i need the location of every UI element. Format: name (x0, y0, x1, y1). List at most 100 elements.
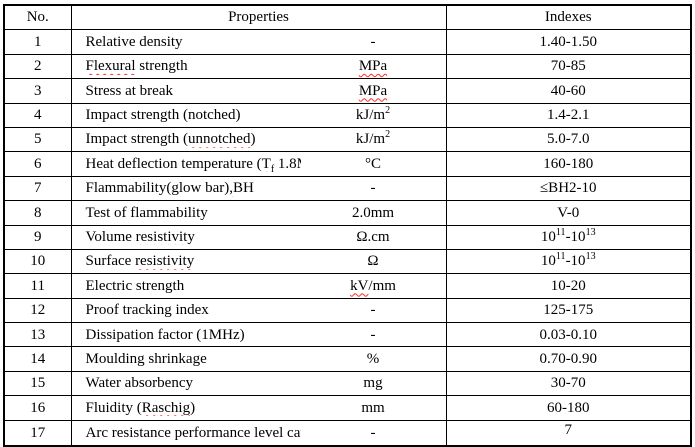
text-segment: MPa (358, 82, 388, 99)
property-name: Flexural strength (72, 58, 301, 75)
property-unit: kJ/m2 (301, 129, 446, 148)
text-segment: ) (190, 399, 196, 416)
property-name: Volume resistivity (72, 229, 301, 246)
property-layout: Fluidity (Raschig) mm (72, 400, 445, 417)
index-value: 10-20 (445, 273, 692, 299)
property-cell: Moulding shrinkage% (70, 346, 447, 372)
property-name: Fluidity (Raschig) (72, 400, 301, 417)
text-segment: Electric strength (85, 277, 185, 294)
property-name: Arc resistance performance level categor… (72, 425, 301, 442)
text-segment: unnotched (187, 131, 251, 148)
property-layout: Impact strength (unnotched) kJ/m2 (72, 129, 446, 148)
header-no: No. (3, 4, 72, 31)
index-value: 1011-1013 (445, 248, 692, 275)
header-row: No. Properties Indexes (3, 4, 692, 31)
property-cell: Volume resistivity Ω.cm (70, 224, 447, 250)
property-cell: Arc resistance performance level categor… (70, 419, 447, 447)
property-layout: Surface resistivity Ω (72, 253, 445, 270)
text-segment: Surface (85, 253, 136, 270)
text-segment: % (366, 350, 380, 367)
text-segment: Relative density (85, 33, 183, 50)
text-segment: MPa (358, 58, 388, 75)
row-number: 5 (3, 126, 72, 153)
text-segment: Heat deflection temperature ( (85, 155, 262, 172)
property-cell: Proof tracking index - (70, 297, 447, 324)
table-row: 16 Fluidity (Raschig) mm 60-180 (3, 395, 692, 421)
text-segment: Impact strength ( (85, 131, 188, 148)
text-segment: - (370, 180, 376, 197)
property-layout: Proof tracking index - (72, 302, 446, 319)
header-indexes: Indexes (445, 4, 692, 31)
index-value: 1.40-1.50 (445, 29, 692, 55)
index-value: 7 (445, 419, 692, 447)
property-layout: Arc resistance performance level categor… (72, 425, 445, 442)
property-unit: kJ/m2 (301, 105, 446, 124)
text-segment: Fluidity ( (85, 399, 142, 416)
property-layout: Flexural strength MPa (72, 58, 446, 75)
property-cell: Fluidity (Raschig) mm (70, 395, 447, 421)
property-unit: kV/mm (301, 278, 446, 295)
text-segment: f (270, 163, 275, 173)
text-segment: 0.03-0.10 (539, 326, 598, 343)
row-number: 16 (3, 395, 72, 421)
property-layout: Electric strength kV/mm (72, 277, 446, 295)
text-segment: - (370, 302, 376, 319)
text-segment: 11 (555, 226, 566, 238)
row-number: 2 (3, 53, 72, 80)
row-number: 6 (3, 151, 72, 177)
property-unit: % (301, 351, 446, 368)
property-layout: Relative density - (72, 34, 445, 51)
text-segment: 125-175 (543, 302, 594, 319)
property-name: Impact strength (notched) (72, 107, 301, 124)
property-layout: Volume resistivity Ω.cm (72, 229, 445, 246)
row-number: 12 (3, 297, 72, 324)
text-segment: BH (232, 180, 254, 197)
property-layout: Dissipation factor (1MHz) - (72, 327, 445, 344)
text-segment: ≤BH2-10 (539, 180, 597, 197)
property-name: Relative density (72, 34, 301, 51)
property-unit: 2.0mm (301, 205, 446, 222)
property-cell: Flammability(glow bar),BH - (70, 175, 447, 202)
index-value: 60-180 (445, 395, 692, 421)
property-unit: MPa (301, 58, 446, 75)
text-segment: Raschig (141, 399, 191, 416)
text-segment: kJ/m (355, 107, 386, 123)
property-name: Dissipation factor (1MHz) (72, 327, 301, 344)
text-segment: resistivity (135, 228, 195, 245)
text-segment: 2 (385, 129, 391, 141)
table-header: No. Properties Indexes (3, 4, 692, 31)
index-value: 30-70 (445, 370, 692, 397)
row-number: 14 (3, 346, 72, 372)
text-segment: 2 (385, 105, 391, 116)
row-number: 1 (3, 29, 72, 55)
text-segment: resistivity (135, 253, 195, 270)
property-name: Flammability(glow bar),BH (72, 180, 301, 197)
text-segment: ) (250, 131, 256, 148)
row-number: 4 (3, 102, 72, 128)
text-segment: 10 (540, 253, 556, 270)
table-body: 1 Relative density -1.40-1.50 2 Flexural str… (3, 29, 692, 447)
text-segment: 5.0-7.0 (547, 131, 590, 148)
property-name: Test of flammability (72, 205, 301, 222)
text-segment: -10 (565, 228, 586, 245)
table-row: 1 Relative density - 1.40-1.50 (3, 29, 692, 55)
index-value: 125-175 (445, 297, 692, 324)
property-layout: Water absorbency mg (72, 375, 446, 392)
property-unit: - (301, 302, 446, 319)
row-number: 9 (3, 224, 72, 250)
table-row: 3 Stress at break MPa 40-60 (3, 78, 692, 104)
property-cell: Water absorbency mg (70, 370, 447, 397)
table-row: 11 Electric strength kV/mm 10-20 (3, 273, 692, 299)
property-name: Surface resistivity (72, 253, 301, 270)
text-segment: Ω (367, 253, 379, 270)
property-name: Heat deflection temperature (Tf 1.8Mpa) (72, 156, 301, 173)
property-name: Impact strength (unnotched) (72, 131, 301, 148)
table-row: 9 Volume resistivity Ω.cm 1011-1013 (3, 224, 692, 250)
header-properties: Properties (70, 4, 447, 31)
table-row: 7 Flammability(glow bar),BH - ≤BH2-10 (3, 175, 692, 202)
text-segment: Impact strength (notched) (85, 107, 241, 123)
property-cell: Surface resistivity Ω (70, 248, 447, 275)
property-unit: mg (301, 375, 446, 392)
text-segment: 70-85 (550, 58, 586, 75)
